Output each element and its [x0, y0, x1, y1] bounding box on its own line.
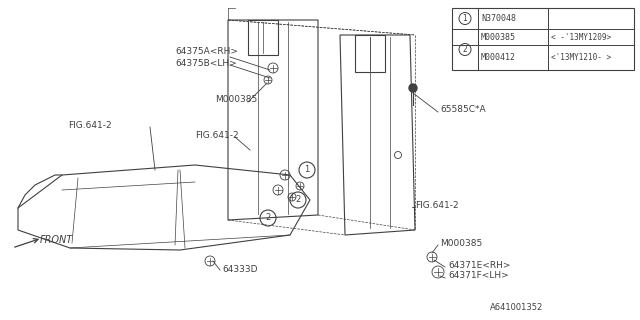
Text: 64371F<LH>: 64371F<LH> [448, 271, 509, 281]
Text: A641001352: A641001352 [490, 302, 543, 311]
Circle shape [409, 84, 417, 92]
Text: 1: 1 [463, 14, 467, 23]
Text: 2: 2 [463, 45, 467, 54]
Text: 65585C*A: 65585C*A [440, 106, 486, 115]
Text: M000385: M000385 [215, 95, 257, 105]
Text: N370048: N370048 [481, 14, 516, 23]
Text: 64333D: 64333D [222, 266, 257, 275]
Text: FIG.641-2: FIG.641-2 [68, 121, 111, 130]
Text: FIG.641-2: FIG.641-2 [415, 202, 459, 211]
Text: M000385: M000385 [440, 238, 483, 247]
Text: FRONT: FRONT [40, 235, 73, 245]
Text: 1: 1 [305, 165, 310, 174]
Text: 64375B<LH>: 64375B<LH> [175, 59, 237, 68]
Text: 64371E<RH>: 64371E<RH> [448, 260, 511, 269]
Text: M000385: M000385 [481, 33, 516, 42]
Text: <'13MY1210- >: <'13MY1210- > [551, 53, 611, 62]
Text: 2: 2 [296, 196, 301, 204]
Text: FIG.641-2: FIG.641-2 [195, 132, 239, 140]
Text: 2: 2 [266, 213, 271, 222]
Text: < -'13MY1209>: < -'13MY1209> [551, 33, 611, 42]
Text: 64375A<RH>: 64375A<RH> [175, 47, 238, 57]
Text: M000412: M000412 [481, 53, 516, 62]
Bar [452, 8, 634, 70]
